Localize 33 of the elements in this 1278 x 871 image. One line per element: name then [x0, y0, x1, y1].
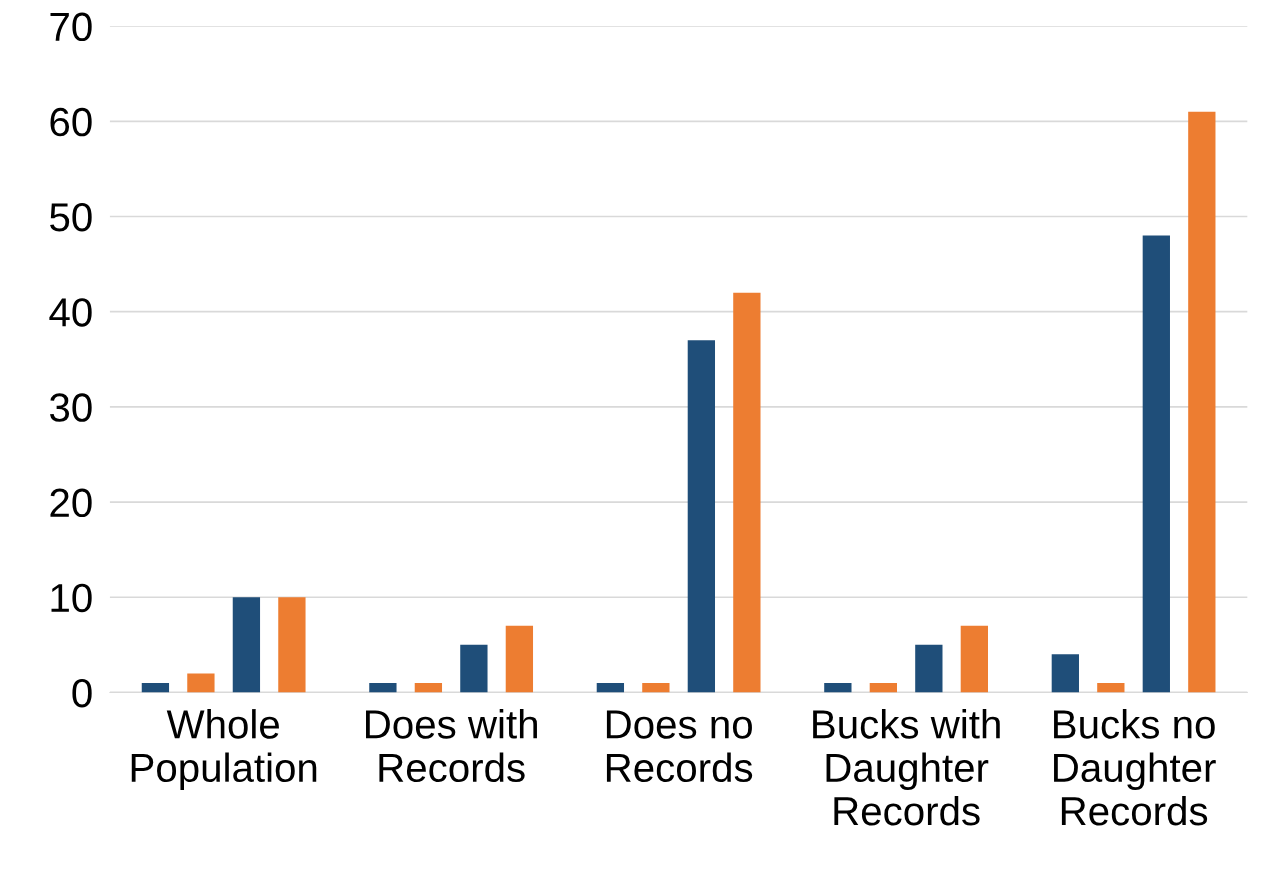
y-tick-label: 60 — [50, 107, 92, 137]
y-tick-label: 20 — [50, 488, 92, 518]
bar — [960, 625, 988, 693]
bar — [733, 292, 761, 693]
bar — [642, 682, 670, 693]
bar — [1051, 654, 1079, 693]
bar — [505, 625, 534, 693]
x-tick-label: Bucks with Daughter Records — [813, 709, 1000, 826]
bar — [278, 597, 306, 693]
bar — [687, 340, 716, 693]
bar — [915, 644, 943, 693]
y-tick-label: 30 — [49, 393, 92, 422]
x-tick-label: Does with Records — [366, 709, 537, 783]
bar — [1142, 235, 1170, 693]
x-tick-label: Bucks no Daughter Records — [1054, 709, 1216, 826]
y-tick-label: 70 — [50, 12, 92, 42]
bar — [869, 682, 897, 693]
bar — [232, 597, 261, 693]
bar — [596, 682, 625, 693]
bar — [460, 644, 488, 693]
y-tick-label: 10 — [51, 583, 92, 613]
bar — [414, 682, 443, 693]
x-tick-label: Does no Records — [606, 710, 753, 783]
y-tick-label: 50 — [50, 202, 92, 232]
bar — [187, 673, 215, 693]
bar — [1097, 682, 1125, 693]
bar — [824, 682, 852, 693]
x-tick-label: Whole Population — [131, 709, 317, 791]
bar — [141, 682, 170, 693]
y-tick-label: 40 — [49, 298, 92, 327]
bar — [1188, 111, 1216, 693]
bar — [369, 682, 397, 693]
y-tick-label: 0 — [72, 678, 92, 708]
